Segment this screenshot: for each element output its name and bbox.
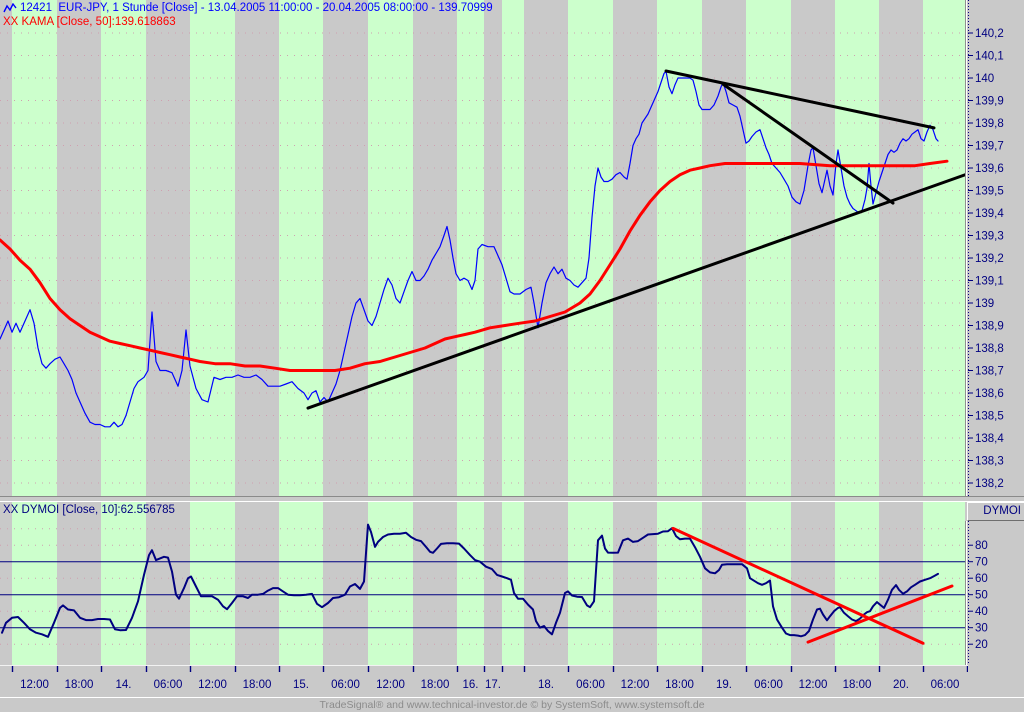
time-label: 18. <box>538 679 554 691</box>
time-label: 12:00 <box>376 679 405 691</box>
time-label: 18:00 <box>665 679 694 691</box>
trendline-ascending-support[interactable] <box>306 173 965 410</box>
instrument-title-row: 12421 EUR-JPY, 1 Stunde [Close] - 13.04.… <box>3 1 493 15</box>
time-label: 06:00 <box>154 679 183 691</box>
axis-label: 138,6 <box>975 388 1004 400</box>
session-stripe <box>190 502 235 665</box>
dymoi-axis[interactable]: 80 70 60 50 40 30 20 <box>965 521 1024 665</box>
session-stripe <box>923 0 965 497</box>
axis-label: 139,6 <box>975 163 1004 175</box>
session-stripe <box>746 502 791 665</box>
instrument-title: 12421 EUR-JPY, 1 Stunde [Close] - 13.04.… <box>20 2 493 14</box>
axis-label: 50 <box>975 590 988 602</box>
axis-label: 20 <box>975 639 988 651</box>
dymoi-legend: XX DYMOI [Close, 10]:62.556785 <box>3 504 175 516</box>
axis-label: 138,3 <box>975 456 1004 468</box>
session-stripe <box>12 0 57 497</box>
axis-label: 30 <box>975 623 988 635</box>
session-stripe <box>502 502 524 665</box>
axis-label: 80 <box>975 540 988 552</box>
axis-label: 139,7 <box>975 141 1004 153</box>
session-stripe <box>657 502 702 665</box>
trendline-descending-upper[interactable] <box>664 69 936 130</box>
time-label: 15. <box>293 679 309 691</box>
time-label: 14. <box>116 679 132 691</box>
axis-label: 140 <box>975 73 994 85</box>
session-stripe <box>568 502 613 665</box>
axis-label: 70 <box>975 557 988 569</box>
time-label: 17. <box>485 679 501 691</box>
axis-corner <box>968 665 1024 697</box>
time-label: 18:00 <box>421 679 450 691</box>
session-stripe <box>746 0 791 497</box>
dymoi-line <box>1 523 939 638</box>
session-stripe <box>835 502 879 665</box>
session-stripe <box>190 0 235 497</box>
session-stripe <box>657 0 702 497</box>
session-stripe <box>101 0 146 497</box>
line-chart-icon <box>3 2 17 12</box>
price-line <box>0 70 939 428</box>
kama-line <box>0 159 949 372</box>
session-stripe <box>457 0 484 497</box>
axis-label: 139,8 <box>975 118 1004 130</box>
footer-credit: TradeSignal® and www.technical-investor.… <box>0 697 1024 712</box>
session-stripe <box>101 502 146 665</box>
session-stripe <box>12 502 57 665</box>
axis-label: 40 <box>975 606 988 618</box>
time-label: 18:00 <box>843 679 872 691</box>
time-label: 18:00 <box>65 679 94 691</box>
time-label: 20. <box>893 679 909 691</box>
panel-splitter[interactable] <box>0 496 1024 502</box>
axis-label: 140,2 <box>975 28 1004 40</box>
axis-label: 139,3 <box>975 231 1004 243</box>
dymoi-indicator-chart[interactable] <box>0 502 965 665</box>
time-label: 06:00 <box>754 679 783 691</box>
session-stripe <box>279 502 323 665</box>
dymoi-panel-tab[interactable]: DYMOI <box>967 502 1024 521</box>
axis-label: 139,1 <box>975 276 1004 288</box>
axis-label: 139,4 <box>975 208 1004 220</box>
time-label: 16. <box>463 679 479 691</box>
axis-label: 139,9 <box>975 96 1004 108</box>
axis-label: 138,5 <box>975 411 1004 423</box>
session-stripe <box>835 0 879 497</box>
axis-label: 138,7 <box>975 366 1004 378</box>
dymoi-trendline-down[interactable] <box>671 526 925 645</box>
time-label: 19. <box>716 679 732 691</box>
main-price-chart[interactable] <box>0 0 965 497</box>
time-label: 06:00 <box>331 679 360 691</box>
time-label: 06:00 <box>576 679 605 691</box>
session-stripe <box>457 502 484 665</box>
time-label: 12:00 <box>198 679 227 691</box>
axis-label: 139 <box>975 298 994 310</box>
session-stripe <box>568 0 613 497</box>
axis-label: 139,2 <box>975 253 1004 265</box>
axis-label: 138,2 <box>975 478 1004 490</box>
session-stripe <box>368 502 413 665</box>
session-stripe <box>923 502 965 665</box>
chart-legend: 12421 EUR-JPY, 1 Stunde [Close] - 13.04.… <box>3 1 493 29</box>
time-label: 12:00 <box>621 679 650 691</box>
axis-label: 140,1 <box>975 51 1004 63</box>
session-stripe <box>368 0 413 497</box>
time-label: 18:00 <box>243 679 272 691</box>
time-label: 12:00 <box>20 679 49 691</box>
time-axis[interactable]: 12:00 18:00 14. 06:00 12:00 18:00 15. 06:00 12:0… <box>0 665 969 697</box>
dymoi-trendline-up[interactable] <box>806 584 954 644</box>
trendline-descending-inner[interactable] <box>721 82 895 205</box>
axis-label: 60 <box>975 573 988 585</box>
axis-label: 138,8 <box>975 343 1004 355</box>
session-stripe <box>502 0 524 497</box>
axis-label: 138,4 <box>975 433 1004 445</box>
axis-label: 139,5 <box>975 186 1004 198</box>
time-label: 06:00 <box>931 679 960 691</box>
axis-label: 138,9 <box>975 321 1004 333</box>
price-axis[interactable]: 140,2 140,1 140 139,9 139,8 139,7 139,6 139,5 13… <box>965 0 1024 497</box>
kama-legend: XX KAMA [Close, 50]:139.618863 <box>3 16 176 28</box>
session-stripe <box>279 0 323 497</box>
time-label: 12:00 <box>799 679 828 691</box>
